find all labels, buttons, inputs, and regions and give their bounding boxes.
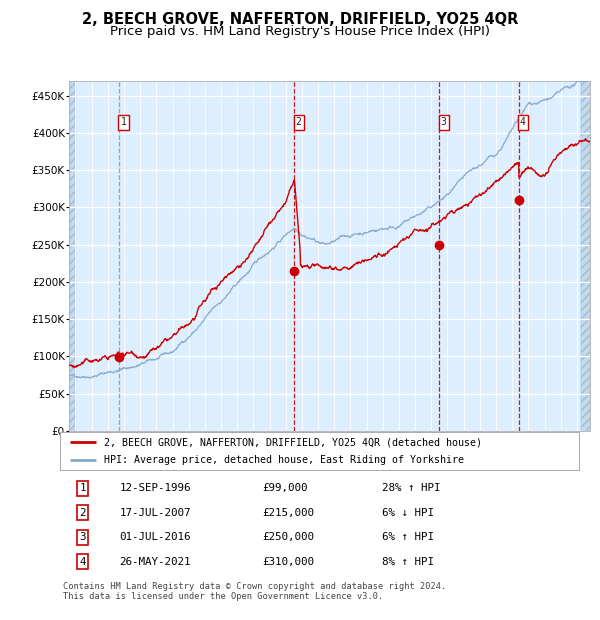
Text: 6% ↓ HPI: 6% ↓ HPI: [382, 508, 434, 518]
Text: 12-SEP-1996: 12-SEP-1996: [119, 483, 191, 494]
Text: £215,000: £215,000: [262, 508, 314, 518]
Text: 28% ↑ HPI: 28% ↑ HPI: [382, 483, 440, 494]
Text: HPI: Average price, detached house, East Riding of Yorkshire: HPI: Average price, detached house, East…: [104, 455, 464, 466]
Text: Contains HM Land Registry data © Crown copyright and database right 2024.
This d: Contains HM Land Registry data © Crown c…: [63, 582, 446, 601]
Text: 1: 1: [121, 117, 127, 127]
Text: 2: 2: [296, 117, 302, 127]
Text: 17-JUL-2007: 17-JUL-2007: [119, 508, 191, 518]
Text: 6% ↑ HPI: 6% ↑ HPI: [382, 533, 434, 542]
Text: 26-MAY-2021: 26-MAY-2021: [119, 557, 191, 567]
Text: 01-JUL-2016: 01-JUL-2016: [119, 533, 191, 542]
Text: 4: 4: [80, 557, 86, 567]
Text: £310,000: £310,000: [262, 557, 314, 567]
Text: 3: 3: [440, 117, 446, 127]
Text: 8% ↑ HPI: 8% ↑ HPI: [382, 557, 434, 567]
Text: 1: 1: [80, 483, 86, 494]
Text: £99,000: £99,000: [262, 483, 308, 494]
Text: 2, BEECH GROVE, NAFFERTON, DRIFFIELD, YO25 4QR: 2, BEECH GROVE, NAFFERTON, DRIFFIELD, YO…: [82, 12, 518, 27]
Text: 2, BEECH GROVE, NAFFERTON, DRIFFIELD, YO25 4QR (detached house): 2, BEECH GROVE, NAFFERTON, DRIFFIELD, YO…: [104, 437, 482, 447]
Text: 2: 2: [80, 508, 86, 518]
Text: £250,000: £250,000: [262, 533, 314, 542]
Text: 4: 4: [520, 117, 526, 127]
Bar: [581, 81, 590, 431]
Bar: [69, 81, 76, 431]
Text: 3: 3: [80, 533, 86, 542]
Text: Price paid vs. HM Land Registry's House Price Index (HPI): Price paid vs. HM Land Registry's House …: [110, 25, 490, 38]
